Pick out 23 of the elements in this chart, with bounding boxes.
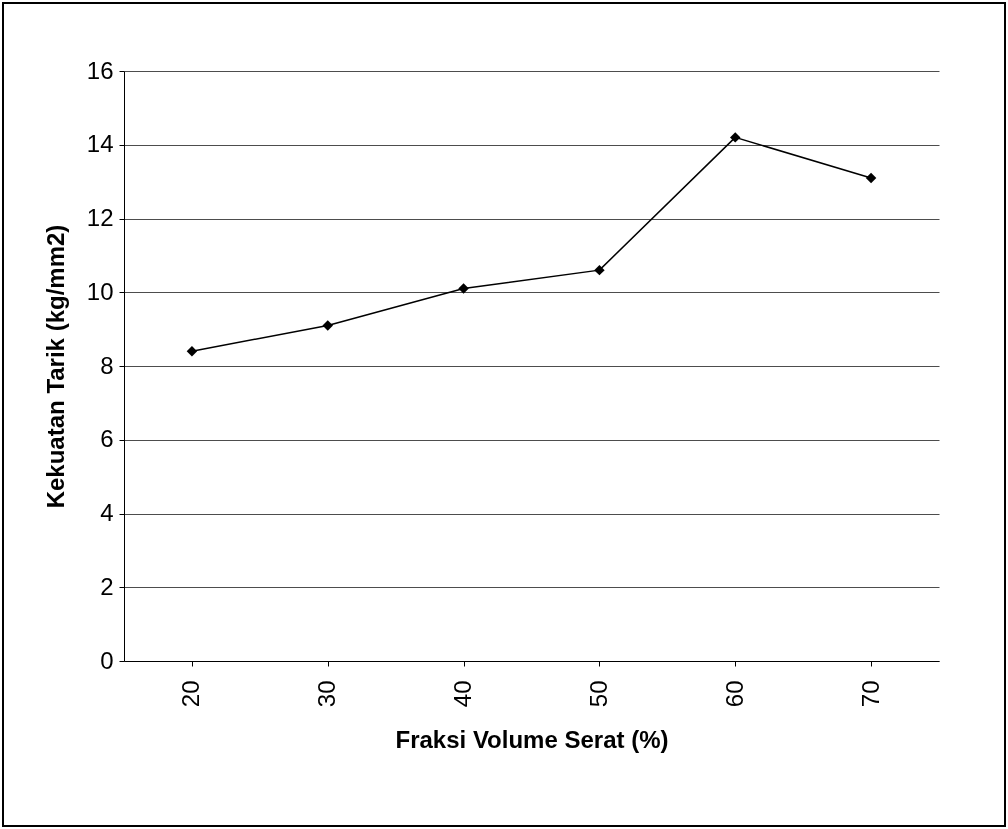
point bbox=[865, 172, 877, 184]
point bbox=[322, 320, 333, 331]
x-axis-title: Fraksi Volume Serat (%) bbox=[395, 726, 669, 754]
y-tick-label: 6 bbox=[100, 425, 114, 453]
x-tick-label: 70 bbox=[856, 680, 884, 708]
y-axis-title: Kekuatan Tarik (kg/mm2) bbox=[41, 224, 69, 509]
y-tick-label: 4 bbox=[100, 499, 114, 526]
x-tick-label: 20 bbox=[177, 680, 205, 708]
point bbox=[730, 132, 741, 143]
x-tick-label: 60 bbox=[720, 680, 748, 708]
y-tick-label: 10 bbox=[86, 277, 114, 305]
point bbox=[186, 346, 198, 357]
y-tick-label: 8 bbox=[100, 351, 114, 379]
x-tick-label: 50 bbox=[584, 680, 612, 708]
x-tick-label: 30 bbox=[313, 680, 341, 708]
y-tick-label: 12 bbox=[86, 204, 114, 231]
y-tick-label: 0 bbox=[100, 646, 114, 674]
y-tick-label: 16 bbox=[86, 56, 114, 84]
point bbox=[458, 283, 469, 294]
y-tick-label: 2 bbox=[100, 572, 114, 600]
x-tick-label: 40 bbox=[449, 680, 477, 708]
point bbox=[594, 264, 605, 276]
y-tick-label: 14 bbox=[86, 130, 114, 158]
